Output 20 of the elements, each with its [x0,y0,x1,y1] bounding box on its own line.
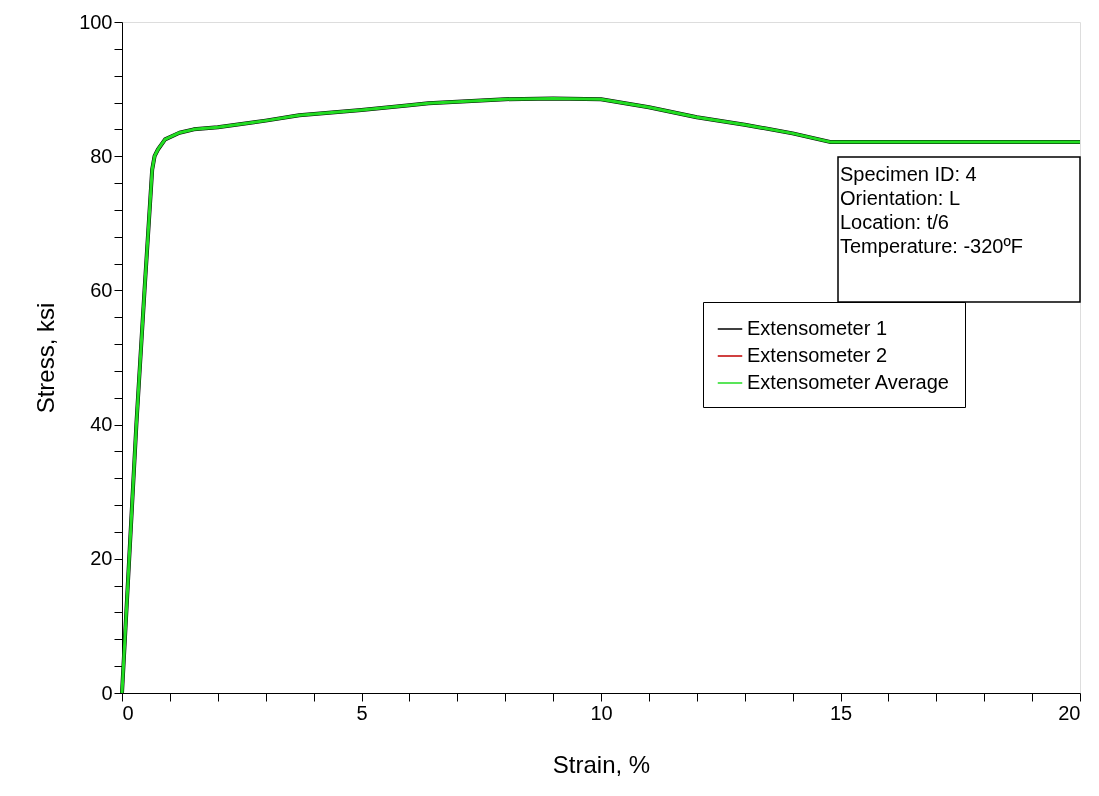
legend-label: Extensometer 1 [747,317,888,339]
annotation: Orientation: L [840,187,961,209]
x-tick-label: 15 [829,701,853,724]
x-tick-label: 0 [122,701,134,724]
x-tick-label: 10 [590,701,613,724]
y-tick-label: 0 [101,681,113,704]
y-tick-label: 80 [90,144,113,167]
y-axis-title: Stress, ksi [32,302,60,414]
x-tick-label: 5 [356,701,368,724]
x-tick-label: 20 [1058,701,1081,724]
annotation: Specimen ID: 4 [840,163,977,185]
legend-label: Extensometer 2 [747,344,888,366]
y-tick-label: 100 [79,10,113,33]
legend-label: Extensometer Average [747,371,949,393]
annotation: Temperature: -320ºF [840,235,1023,257]
y-tick-label: 60 [90,278,113,301]
x-axis-title: Strain, % [552,750,651,778]
annotation: Location: t/6 [840,211,949,233]
y-tick-label: 20 [90,547,113,570]
y-tick-label: 40 [90,413,113,436]
